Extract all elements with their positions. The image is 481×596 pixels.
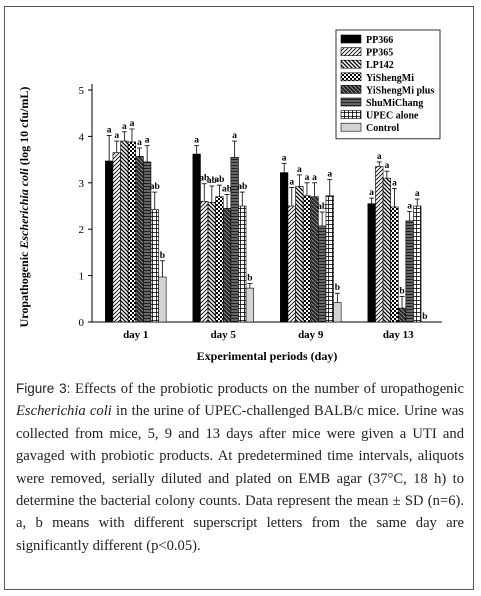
significance-letter: ab — [214, 175, 224, 185]
significance-letter: b — [160, 251, 165, 261]
bar — [150, 209, 159, 323]
caption-italic: Escherichia coli — [16, 403, 112, 420]
significance-letter: a — [415, 189, 420, 199]
significance-letter: ab — [222, 184, 232, 194]
significance-letter: a — [384, 161, 389, 171]
significance-letter: a — [114, 131, 119, 141]
caption-text-1: Effects of the probiotic products on the… — [70, 381, 464, 397]
legend-swatch — [340, 110, 362, 119]
y-tick-label: 1 — [79, 271, 85, 283]
bar — [215, 196, 224, 323]
legend-label: PP366 — [366, 35, 393, 46]
significance-letter: a — [305, 173, 310, 183]
significance-letter: b — [399, 286, 404, 296]
y-axis-label: Uropathogenic Escherichia coli (log 10 c… — [17, 87, 31, 328]
legend-label: LP142 — [366, 60, 394, 71]
bar — [295, 186, 304, 323]
significance-letter: a — [130, 119, 135, 129]
bar — [135, 156, 144, 323]
bar — [280, 172, 289, 323]
bar — [287, 205, 296, 323]
bar — [375, 166, 384, 323]
legend-label: YiShengMi plus — [366, 85, 434, 96]
x-tick-label: day 5 — [211, 329, 237, 341]
significance-letter: a — [297, 165, 302, 175]
significance-letter: b — [335, 283, 340, 293]
legend-label: YiShengMi — [366, 73, 414, 84]
significance-letter: ab — [150, 182, 160, 192]
significance-letter: a — [312, 173, 317, 183]
bar — [310, 196, 319, 323]
significance-letter: b — [422, 312, 427, 322]
significance-letter: ab — [207, 176, 217, 186]
significance-letter: a — [377, 152, 382, 162]
significance-letter: a — [137, 138, 142, 148]
significance-letter: b — [247, 273, 252, 283]
significance-letter: ab — [317, 202, 327, 212]
bar — [367, 203, 376, 323]
significance-letter: ab — [199, 174, 209, 184]
figure-caption: Figure 3: Effects of the probiotic produ… — [16, 378, 464, 557]
legend-swatch — [340, 72, 362, 82]
x-tick-label: day 1 — [123, 329, 148, 341]
bar — [318, 225, 327, 323]
significance-letter: ab — [237, 182, 247, 192]
bar — [245, 287, 254, 323]
caption-text-2: in the urine of UPEC-challenged BALB/c m… — [16, 403, 464, 554]
x-axis-label: Experimental periods (day) — [197, 349, 338, 363]
significance-letter: a — [232, 131, 237, 141]
bar — [405, 220, 414, 323]
legend-label: ShuMiChang — [366, 98, 423, 109]
y-tick-label: 4 — [79, 131, 85, 143]
legend-swatch — [340, 122, 362, 132]
bar — [333, 302, 342, 323]
bar — [158, 276, 167, 323]
bar — [200, 201, 209, 323]
y-tick-label: 5 — [79, 85, 85, 97]
x-tick-label: day 9 — [298, 329, 324, 341]
y-tick-label: 2 — [79, 224, 85, 236]
legend-swatch — [340, 85, 362, 94]
significance-letter: a — [194, 136, 199, 146]
significance-letter: a — [289, 177, 294, 187]
bar — [325, 195, 334, 323]
bar — [390, 206, 399, 323]
y-tick-label: 0 — [79, 317, 85, 329]
significance-letter: a — [392, 178, 397, 188]
legend-swatch — [340, 47, 362, 56]
significance-letter: a — [107, 125, 112, 135]
bar — [222, 208, 232, 323]
significance-letter: a — [282, 153, 287, 163]
bar — [382, 177, 391, 323]
x-tick-label: day 13 — [383, 329, 414, 341]
significance-letter: a — [407, 202, 412, 212]
legend-label: Control — [366, 123, 399, 134]
bar — [207, 201, 216, 323]
bar — [238, 205, 247, 323]
bar — [112, 152, 121, 323]
bar — [302, 195, 312, 323]
legend-label: UPEC alone — [366, 111, 419, 122]
bar — [127, 141, 137, 323]
bar — [105, 160, 114, 323]
legend-swatch — [340, 59, 362, 69]
legend-label: PP365 — [366, 48, 393, 59]
bar — [413, 205, 422, 323]
legend-swatch — [340, 97, 362, 107]
significance-letter: a — [122, 122, 127, 132]
y-tick-label: 3 — [79, 178, 85, 190]
bar — [120, 140, 129, 323]
caption-label: Figure 3: — [16, 381, 71, 396]
legend-swatch — [340, 34, 362, 44]
bar — [397, 307, 407, 323]
significance-letter: a — [145, 136, 150, 146]
significance-letter: a — [327, 170, 332, 180]
significance-letter: a — [369, 188, 374, 198]
